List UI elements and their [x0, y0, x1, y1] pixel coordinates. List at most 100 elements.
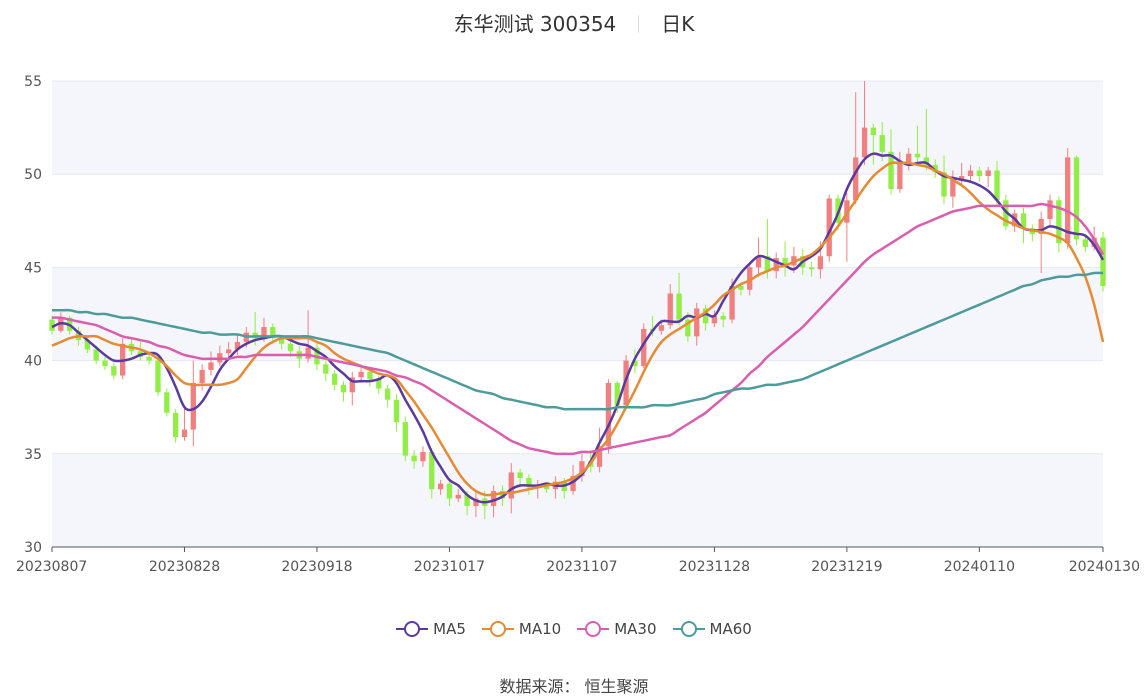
candle-body	[543, 485, 550, 490]
candle-body	[270, 327, 276, 339]
candle-body	[172, 412, 179, 438]
candle-body	[985, 170, 991, 177]
candle-body	[605, 382, 612, 447]
legend-label: MA10	[518, 620, 562, 638]
candle-body	[190, 382, 196, 430]
candle-body	[817, 256, 824, 270]
candle-body	[579, 461, 585, 477]
candle-body	[702, 308, 709, 324]
candle-body	[340, 384, 347, 393]
candle-body	[376, 379, 382, 389]
candle-body	[853, 157, 859, 201]
candle-body	[305, 347, 311, 359]
candle-body	[923, 157, 930, 165]
candle-body	[84, 340, 90, 350]
candle-body	[641, 328, 647, 367]
candle-body	[782, 258, 788, 266]
candle-body	[773, 258, 779, 272]
candle-body	[667, 293, 673, 326]
candle-body	[914, 153, 921, 158]
legend-item-ma10[interactable]: MA10	[481, 620, 562, 638]
x-tick-label: 20240110	[944, 559, 1015, 575]
y-tick-label: 55	[24, 74, 42, 90]
candle-body	[676, 293, 682, 320]
candle-body	[261, 327, 267, 339]
candle-body	[1047, 200, 1053, 219]
legend-swatch	[672, 621, 705, 637]
y-tick-label: 40	[24, 354, 42, 370]
stock-name: 东华测试 300354	[453, 12, 617, 36]
candle-body	[384, 388, 391, 400]
candle-body	[906, 153, 912, 164]
candle-body	[464, 494, 470, 506]
y-tick-label: 50	[24, 167, 42, 183]
y-tick-label: 45	[24, 260, 42, 276]
candle-body	[888, 151, 894, 190]
candle-body	[287, 343, 294, 352]
candle-body	[446, 483, 453, 499]
legend-label: MA60	[709, 620, 752, 638]
candle-body	[1082, 239, 1088, 247]
legend-swatch	[396, 621, 429, 637]
candle-body	[861, 127, 868, 158]
x-tick-label: 20230807	[16, 559, 87, 575]
x-tick-label: 20231107	[546, 559, 617, 575]
candle-body	[429, 451, 435, 490]
candle-body	[932, 164, 938, 173]
candle-body	[614, 382, 620, 406]
candle-body	[959, 176, 965, 180]
candle-body	[181, 429, 188, 438]
candle-body	[526, 478, 532, 488]
legend-item-ma60[interactable]: MA60	[672, 620, 752, 638]
plot-band	[52, 453, 1103, 547]
data-source: 数据来源： 恒生聚源	[499, 677, 649, 696]
candle-body	[349, 377, 355, 393]
candle-body	[570, 476, 576, 492]
y-tick-label: 30	[24, 540, 42, 556]
candle-body	[420, 451, 426, 462]
moving-average-lines	[51, 152, 1105, 504]
candle-body	[826, 198, 832, 257]
candle-body	[950, 179, 956, 197]
candle-body	[967, 170, 974, 177]
candle-body	[1003, 200, 1009, 227]
x-tick-label: 20230918	[281, 559, 352, 575]
legend: MA5 MA10 MA30 MA60	[0, 620, 1148, 640]
candle-body	[490, 491, 497, 506]
candle-body	[331, 373, 338, 385]
legend-swatch	[577, 621, 610, 637]
candle-body	[808, 267, 815, 270]
candle-body	[473, 498, 479, 506]
ma-line-ma10	[51, 161, 1105, 497]
candle-body	[729, 286, 735, 320]
axes: 30 35 40 45 50 55 20230807 20230828 20230918 2023…	[16, 74, 1140, 575]
legend-label: MA5	[433, 620, 466, 638]
y-tick-label: 35	[24, 447, 42, 463]
candle-body	[102, 360, 108, 367]
plot-band	[52, 81, 1103, 175]
candle-body	[93, 349, 99, 361]
legend-label: MA30	[614, 620, 657, 638]
legend-item-ma5[interactable]: MA5	[396, 620, 466, 638]
candle-body	[155, 360, 161, 393]
candle-body	[764, 256, 771, 272]
candle-body	[879, 135, 885, 152]
candle-body	[1065, 157, 1071, 244]
ma-line-ma30	[51, 202, 1105, 456]
candle-body	[897, 163, 903, 190]
candle-body	[1073, 157, 1080, 240]
candle-body	[685, 319, 691, 337]
candle-body	[402, 422, 408, 456]
candlestick-chart: 30 35 40 45 50 55 20230807 20230828 20230918 2023…	[16, 74, 1140, 575]
candle-body	[508, 472, 514, 499]
candle-body	[632, 360, 638, 367]
candle-body	[278, 338, 285, 344]
candle-body	[596, 446, 603, 467]
candle-body	[146, 356, 152, 361]
candle-body	[367, 371, 373, 380]
candle-body	[49, 319, 55, 331]
x-tick-label: 20240130	[1069, 559, 1140, 575]
candle-body	[738, 286, 744, 290]
candle-body	[437, 483, 444, 490]
legend-item-ma30[interactable]: MA30	[577, 620, 657, 638]
